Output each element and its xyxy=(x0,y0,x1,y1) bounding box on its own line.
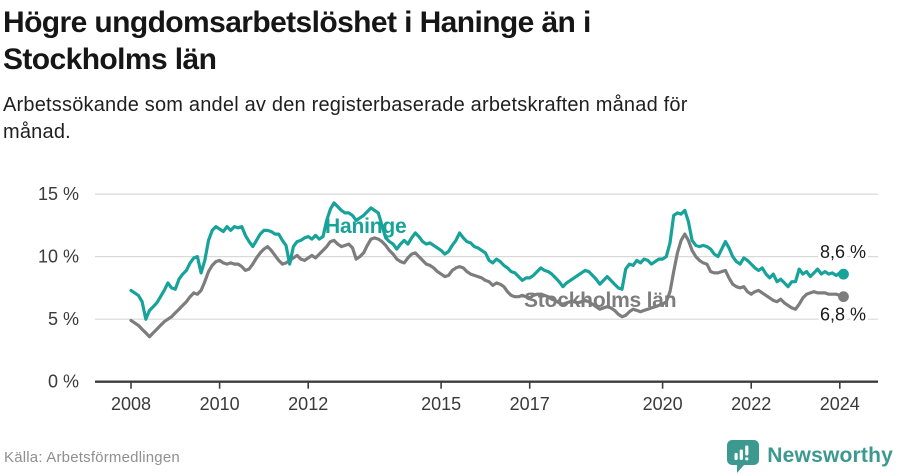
x-axis-tick-label: 2010 xyxy=(200,394,240,414)
x-axis-tick-label: 2008 xyxy=(111,394,151,414)
x-axis-tick-label: 2020 xyxy=(643,394,683,414)
y-axis-tick-label: 5 % xyxy=(48,309,79,329)
x-axis-tick-label: 2012 xyxy=(288,394,328,414)
x-axis-tick-label: 2022 xyxy=(731,394,771,414)
x-axis-tick-label: 2017 xyxy=(510,394,550,414)
series-end-value-label: 8,6 % xyxy=(820,242,866,262)
series-name-label: Haninge xyxy=(325,215,406,238)
chart-subtitle: Arbetssökande som andel av den registerb… xyxy=(3,92,688,146)
series-line-stockholms-l-n xyxy=(129,232,846,339)
newsworthy-brand: Newsworthy xyxy=(727,439,893,473)
chart-subtitle-line1: Arbetssökande som andel av den registerb… xyxy=(3,94,688,116)
source-credit: Källa: Arbetsförmedlingen xyxy=(4,449,180,466)
x-axis-tick-label: 2024 xyxy=(820,394,860,414)
series-end-dot xyxy=(838,268,849,280)
series-line-haninge xyxy=(129,201,846,321)
page-title-line1: Högre ungdomsarbetslöshet i Haninge än i xyxy=(3,6,591,39)
page-title-line2: Stockholms län xyxy=(3,43,217,76)
newsworthy-brand-name: Newsworthy xyxy=(767,444,893,467)
series-end-dot xyxy=(838,291,849,303)
y-axis-tick-label: 15 % xyxy=(38,184,79,204)
y-axis-tick-label: 0 % xyxy=(48,372,79,392)
x-axis-tick-label: 2015 xyxy=(421,394,461,414)
chart-subtitle-line2: månad. xyxy=(3,121,71,143)
series-name-label: Stockholms län xyxy=(524,289,676,312)
newsworthy-logo-icon xyxy=(727,439,760,473)
page-title: Högre ungdomsarbetslöshet i Haninge än i… xyxy=(3,4,591,78)
series-end-value-label: 6,8 % xyxy=(820,305,866,325)
y-axis-tick-label: 10 % xyxy=(38,247,79,267)
